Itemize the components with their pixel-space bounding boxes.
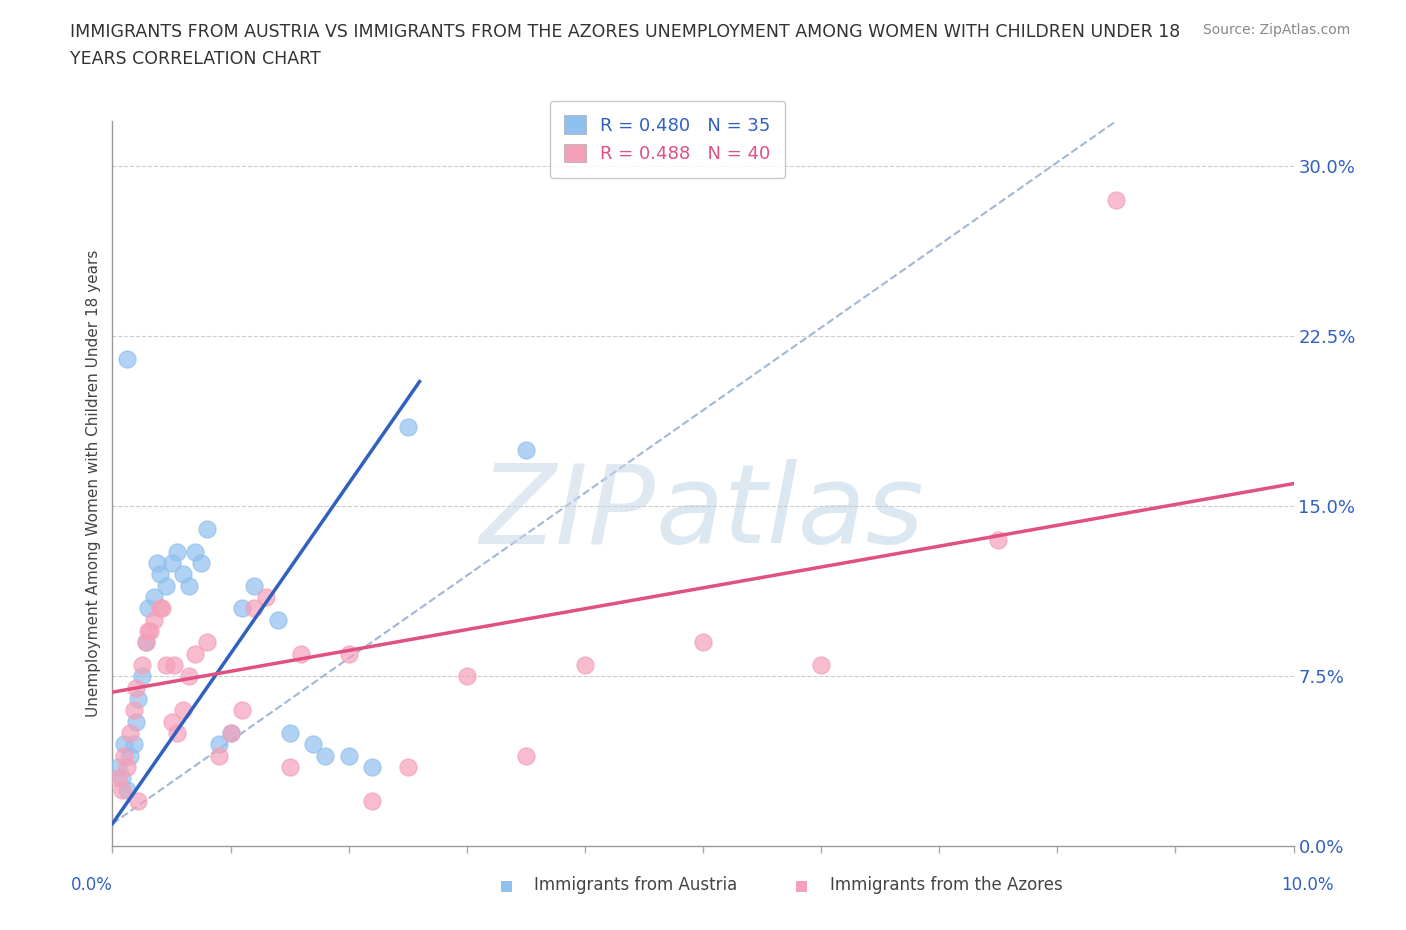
- Point: [302, 737, 325, 751]
- Point: [361, 793, 384, 808]
- Point: [172, 566, 194, 582]
- Point: [127, 692, 149, 707]
- Point: [515, 748, 537, 763]
- Point: [115, 352, 138, 366]
- Point: [208, 737, 231, 751]
- Point: [692, 635, 714, 650]
- Point: [142, 590, 165, 604]
- Point: [160, 555, 183, 570]
- Point: [179, 669, 201, 684]
- Point: [314, 748, 336, 763]
- Point: [122, 703, 145, 718]
- Point: [243, 578, 266, 593]
- Point: [172, 703, 194, 718]
- Point: [219, 725, 242, 740]
- Point: [208, 748, 231, 763]
- Text: ▪: ▪: [794, 875, 808, 896]
- Legend: R = 0.480   N = 35, R = 0.488   N = 40: R = 0.480 N = 35, R = 0.488 N = 40: [550, 101, 786, 178]
- Point: [139, 623, 162, 638]
- Point: [337, 646, 360, 661]
- Point: [278, 760, 301, 775]
- Point: [574, 658, 596, 672]
- Text: atlas: atlas: [655, 459, 924, 566]
- Point: [254, 590, 277, 604]
- Point: [150, 601, 173, 616]
- Point: [146, 555, 169, 570]
- Point: [810, 658, 832, 672]
- Point: [125, 714, 148, 729]
- Point: [149, 601, 172, 616]
- Y-axis label: Unemployment Among Women with Children Under 18 years: Unemployment Among Women with Children U…: [86, 250, 101, 717]
- Point: [131, 669, 153, 684]
- Point: [195, 522, 218, 537]
- Point: [136, 623, 159, 638]
- Text: Immigrants from Austria: Immigrants from Austria: [534, 876, 738, 895]
- Point: [155, 578, 177, 593]
- Point: [987, 533, 1010, 548]
- Point: [243, 601, 266, 616]
- Text: 10.0%: 10.0%: [1281, 876, 1334, 895]
- Text: ▪: ▪: [499, 875, 513, 896]
- Point: [195, 635, 218, 650]
- Point: [131, 658, 153, 672]
- Point: [361, 760, 384, 775]
- Point: [184, 544, 207, 559]
- Point: [122, 737, 145, 751]
- Point: [231, 601, 253, 616]
- Point: [112, 748, 135, 763]
- Point: [396, 760, 419, 775]
- Point: [267, 612, 290, 627]
- Point: [515, 442, 537, 457]
- Point: [184, 646, 207, 661]
- Point: [112, 737, 135, 751]
- Point: [120, 748, 142, 763]
- Point: [179, 578, 201, 593]
- Point: [149, 566, 172, 582]
- Point: [107, 771, 129, 786]
- Point: [231, 703, 253, 718]
- Point: [155, 658, 177, 672]
- Point: [107, 760, 129, 775]
- Text: ZIP: ZIP: [479, 459, 655, 566]
- Point: [142, 612, 165, 627]
- Text: Immigrants from the Azores: Immigrants from the Azores: [830, 876, 1063, 895]
- Text: IMMIGRANTS FROM AUSTRIA VS IMMIGRANTS FROM THE AZORES UNEMPLOYMENT AMONG WOMEN W: IMMIGRANTS FROM AUSTRIA VS IMMIGRANTS FR…: [70, 23, 1181, 68]
- Point: [111, 771, 134, 786]
- Point: [127, 793, 149, 808]
- Point: [120, 725, 142, 740]
- Point: [396, 419, 419, 434]
- Text: 0.0%: 0.0%: [70, 876, 112, 895]
- Point: [219, 725, 242, 740]
- Point: [111, 782, 134, 797]
- Point: [125, 680, 148, 695]
- Point: [1105, 193, 1128, 207]
- Point: [135, 635, 157, 650]
- Point: [190, 555, 212, 570]
- Text: Source: ZipAtlas.com: Source: ZipAtlas.com: [1202, 23, 1350, 37]
- Point: [290, 646, 312, 661]
- Point: [456, 669, 478, 684]
- Point: [160, 714, 183, 729]
- Point: [337, 748, 360, 763]
- Point: [163, 658, 186, 672]
- Point: [166, 725, 188, 740]
- Point: [166, 544, 188, 559]
- Point: [115, 782, 138, 797]
- Point: [278, 725, 301, 740]
- Point: [135, 635, 157, 650]
- Point: [136, 601, 159, 616]
- Point: [115, 760, 138, 775]
